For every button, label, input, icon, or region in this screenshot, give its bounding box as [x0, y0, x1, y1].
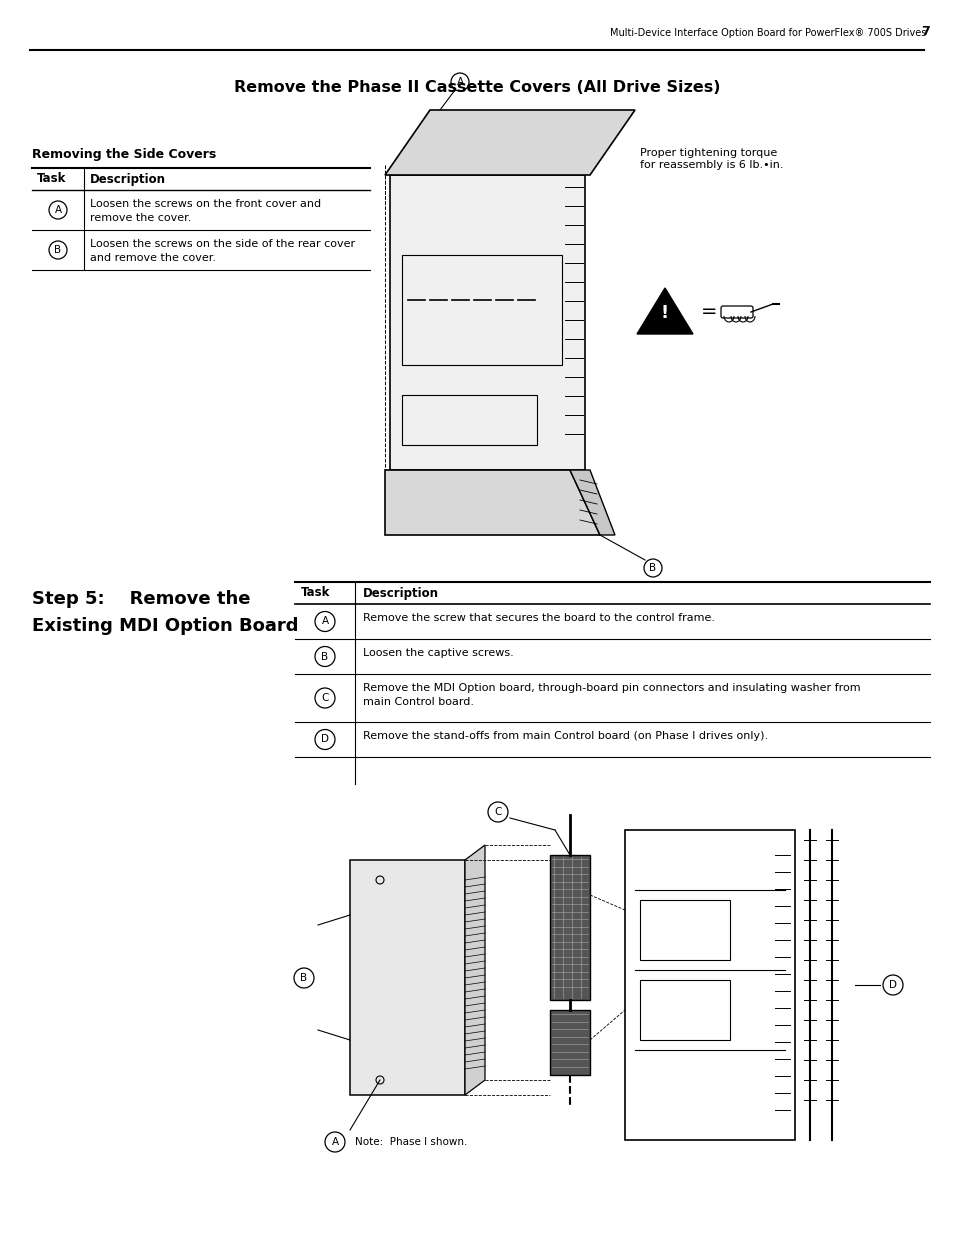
Text: A: A: [456, 77, 463, 86]
Text: Remove the MDI Option board, through-board pin connectors and insulating washer : Remove the MDI Option board, through-boa…: [363, 683, 860, 693]
Text: B: B: [54, 245, 62, 254]
Text: D: D: [320, 735, 329, 745]
Text: Step 5:    Remove the: Step 5: Remove the: [32, 590, 251, 608]
FancyBboxPatch shape: [550, 855, 589, 1000]
Text: main Control board.: main Control board.: [363, 697, 474, 706]
Text: Description: Description: [363, 587, 438, 599]
Text: A: A: [321, 616, 328, 626]
Text: C: C: [321, 693, 329, 703]
Text: Loosen the screws on the front cover and: Loosen the screws on the front cover and: [90, 199, 321, 209]
Text: Multi-Device Interface Option Board for PowerFlex® 700S Drives: Multi-Device Interface Option Board for …: [609, 28, 925, 38]
Polygon shape: [385, 471, 599, 535]
Text: A: A: [54, 205, 62, 215]
Text: Existing MDI Option Board: Existing MDI Option Board: [32, 618, 298, 635]
Text: Proper tightening torque
for reassembly is 6 lb.•in.: Proper tightening torque for reassembly …: [639, 148, 782, 169]
Text: Description: Description: [90, 173, 166, 185]
Text: C: C: [494, 806, 501, 818]
Text: B: B: [321, 652, 328, 662]
Polygon shape: [637, 288, 692, 333]
Text: and remove the cover.: and remove the cover.: [90, 253, 215, 263]
Text: !: !: [660, 304, 668, 322]
Text: Task: Task: [301, 587, 330, 599]
Polygon shape: [569, 471, 615, 535]
FancyBboxPatch shape: [390, 175, 584, 471]
Polygon shape: [385, 110, 635, 175]
FancyBboxPatch shape: [550, 1010, 589, 1074]
Text: B: B: [649, 563, 656, 573]
Text: D: D: [888, 981, 896, 990]
Text: Remove the stand-offs from main Control board (on Phase I drives only).: Remove the stand-offs from main Control …: [363, 731, 767, 741]
Text: Loosen the screws on the side of the rear cover: Loosen the screws on the side of the rea…: [90, 240, 355, 249]
Text: Task: Task: [37, 173, 67, 185]
Polygon shape: [464, 845, 484, 1095]
Polygon shape: [350, 860, 464, 1095]
Text: Remove the screw that secures the board to the control frame.: Remove the screw that secures the board …: [363, 613, 714, 622]
Text: Note:  Phase I shown.: Note: Phase I shown.: [355, 1137, 467, 1147]
Text: =: =: [700, 303, 717, 321]
Text: Removing the Side Covers: Removing the Side Covers: [32, 148, 216, 161]
Text: 7: 7: [921, 25, 929, 38]
Text: A: A: [331, 1137, 338, 1147]
Text: B: B: [300, 973, 307, 983]
Text: Loosen the captive screws.: Loosen the captive screws.: [363, 648, 514, 658]
Text: remove the cover.: remove the cover.: [90, 212, 192, 224]
Text: Remove the Phase II Cassette Covers (All Drive Sizes): Remove the Phase II Cassette Covers (All…: [233, 80, 720, 95]
